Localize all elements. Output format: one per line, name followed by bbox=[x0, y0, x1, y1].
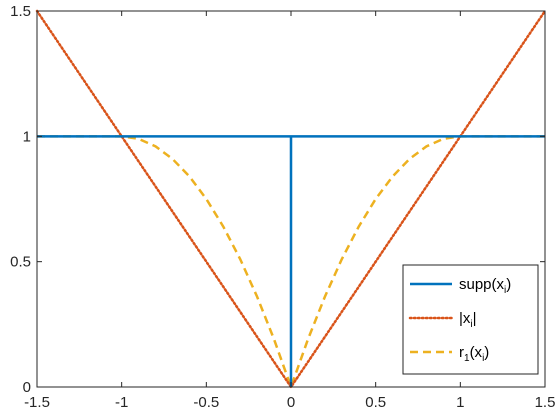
x-tick-label: -1 bbox=[115, 394, 128, 411]
series-line-2 bbox=[37, 135, 545, 391]
y-tick-label: 0.5 bbox=[10, 254, 31, 271]
legend-entry-r1: r1(xi) bbox=[410, 344, 489, 364]
tick-layer: -1.5 -1 -0.5 0 0.5 1 1.5 0 0.5 1 1.5 bbox=[10, 3, 555, 411]
legend: supp(xi) |xi| r1(xi) bbox=[402, 264, 539, 375]
legend-label-supp: supp(xi) bbox=[459, 276, 511, 296]
legend-entry-abs: |xi| bbox=[408, 310, 477, 330]
legend-entry-supp: supp(xi) bbox=[410, 276, 511, 296]
legend-label-r1: r1(xi) bbox=[459, 344, 489, 364]
x-tick-label: -1.5 bbox=[24, 394, 50, 411]
y-tick-label: 1.5 bbox=[10, 3, 31, 20]
x-tick-label: 1.5 bbox=[535, 394, 556, 411]
y-tick-label: 0 bbox=[23, 379, 31, 396]
x-tick-label: 1 bbox=[456, 394, 464, 411]
x-tick-label: 0.5 bbox=[365, 394, 386, 411]
y-tick-label: 1 bbox=[23, 128, 31, 145]
x-tick-label: -0.5 bbox=[193, 394, 219, 411]
x-tick-label: 0 bbox=[287, 394, 295, 411]
legend-label-abs: |xi| bbox=[459, 310, 477, 330]
